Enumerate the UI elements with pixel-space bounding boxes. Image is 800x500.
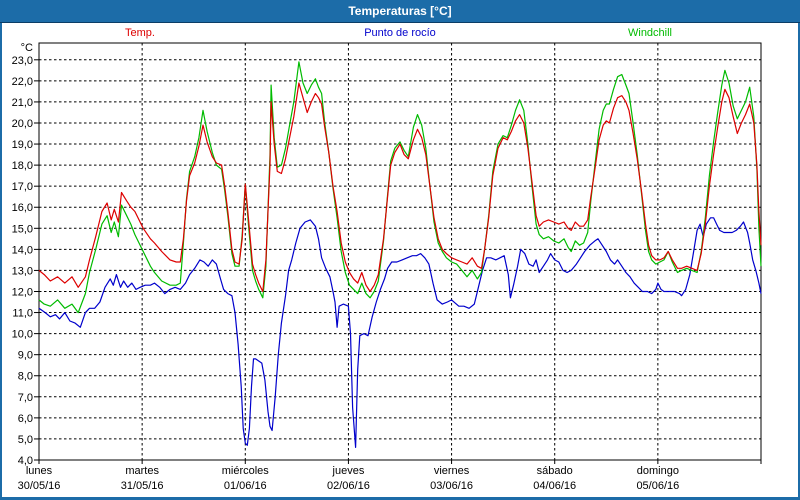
x-axis-date-1: 31/05/16 <box>121 480 164 492</box>
svg-text:7,0: 7,0 <box>18 392 33 404</box>
svg-text:23,0: 23,0 <box>12 55 33 67</box>
series-line-0 <box>38 82 762 293</box>
svg-text:12,0: 12,0 <box>12 286 33 298</box>
svg-text:10,0: 10,0 <box>12 329 33 341</box>
svg-text:15,0: 15,0 <box>12 223 33 235</box>
svg-text:17,0: 17,0 <box>12 181 33 193</box>
chart-panel: Temp. Punto de rocío Windchill 4,0 5,0 6,0… <box>2 23 798 497</box>
x-axis-date-4: 03/06/16 <box>430 480 473 492</box>
window-title: Temperaturas [°C] <box>348 4 452 18</box>
svg-text:18,0: 18,0 <box>12 160 33 172</box>
svg-text:14,0: 14,0 <box>12 244 33 256</box>
window-titlebar[interactable]: Temperaturas [°C] <box>0 0 800 23</box>
svg-text:16,0: 16,0 <box>12 202 33 214</box>
series-line-2 <box>38 61 762 314</box>
svg-text:13,0: 13,0 <box>12 265 33 277</box>
legend-item-dewpoint: Punto de rocío <box>364 27 436 39</box>
x-axis-date-5: 04/06/16 <box>533 480 576 492</box>
x-axis-date-3: 02/06/16 <box>327 480 370 492</box>
svg-text:19,0: 19,0 <box>12 139 33 151</box>
x-axis-day-2: miércoles <box>222 465 270 477</box>
legend-item-temp: Temp. <box>125 27 155 39</box>
svg-text:21,0: 21,0 <box>12 97 33 109</box>
svg-text:5,0: 5,0 <box>18 434 33 446</box>
svg-text:11,0: 11,0 <box>12 308 33 320</box>
x-axis-day-3: jueves <box>332 465 365 477</box>
x-axis-date-2: 01/06/16 <box>224 480 267 492</box>
x-axis-day-5: sábado <box>537 465 573 477</box>
x-axis-day-6: domingo <box>637 465 679 477</box>
svg-text:22,0: 22,0 <box>12 76 33 88</box>
legend-item-windchill: Windchill <box>627 27 673 39</box>
svg-text:8,0: 8,0 <box>18 371 33 383</box>
x-axis-day-0: lunes <box>26 465 53 477</box>
chart-legend: Temp. Punto de rocío Windchill <box>2 27 798 41</box>
svg-text:6,0: 6,0 <box>18 413 33 425</box>
svg-text:20,0: 20,0 <box>12 118 33 130</box>
x-axis-day-1: martes <box>125 465 159 477</box>
svg-text:4,0: 4,0 <box>18 455 33 467</box>
svg-text:°C: °C <box>21 42 33 54</box>
x-axis-date-0: 30/05/16 <box>18 480 61 492</box>
x-axis-day-4: viernes <box>434 465 470 477</box>
svg-text:9,0: 9,0 <box>18 350 33 362</box>
series-line-1 <box>38 217 762 448</box>
x-axis-date-6: 05/06/16 <box>636 480 679 492</box>
